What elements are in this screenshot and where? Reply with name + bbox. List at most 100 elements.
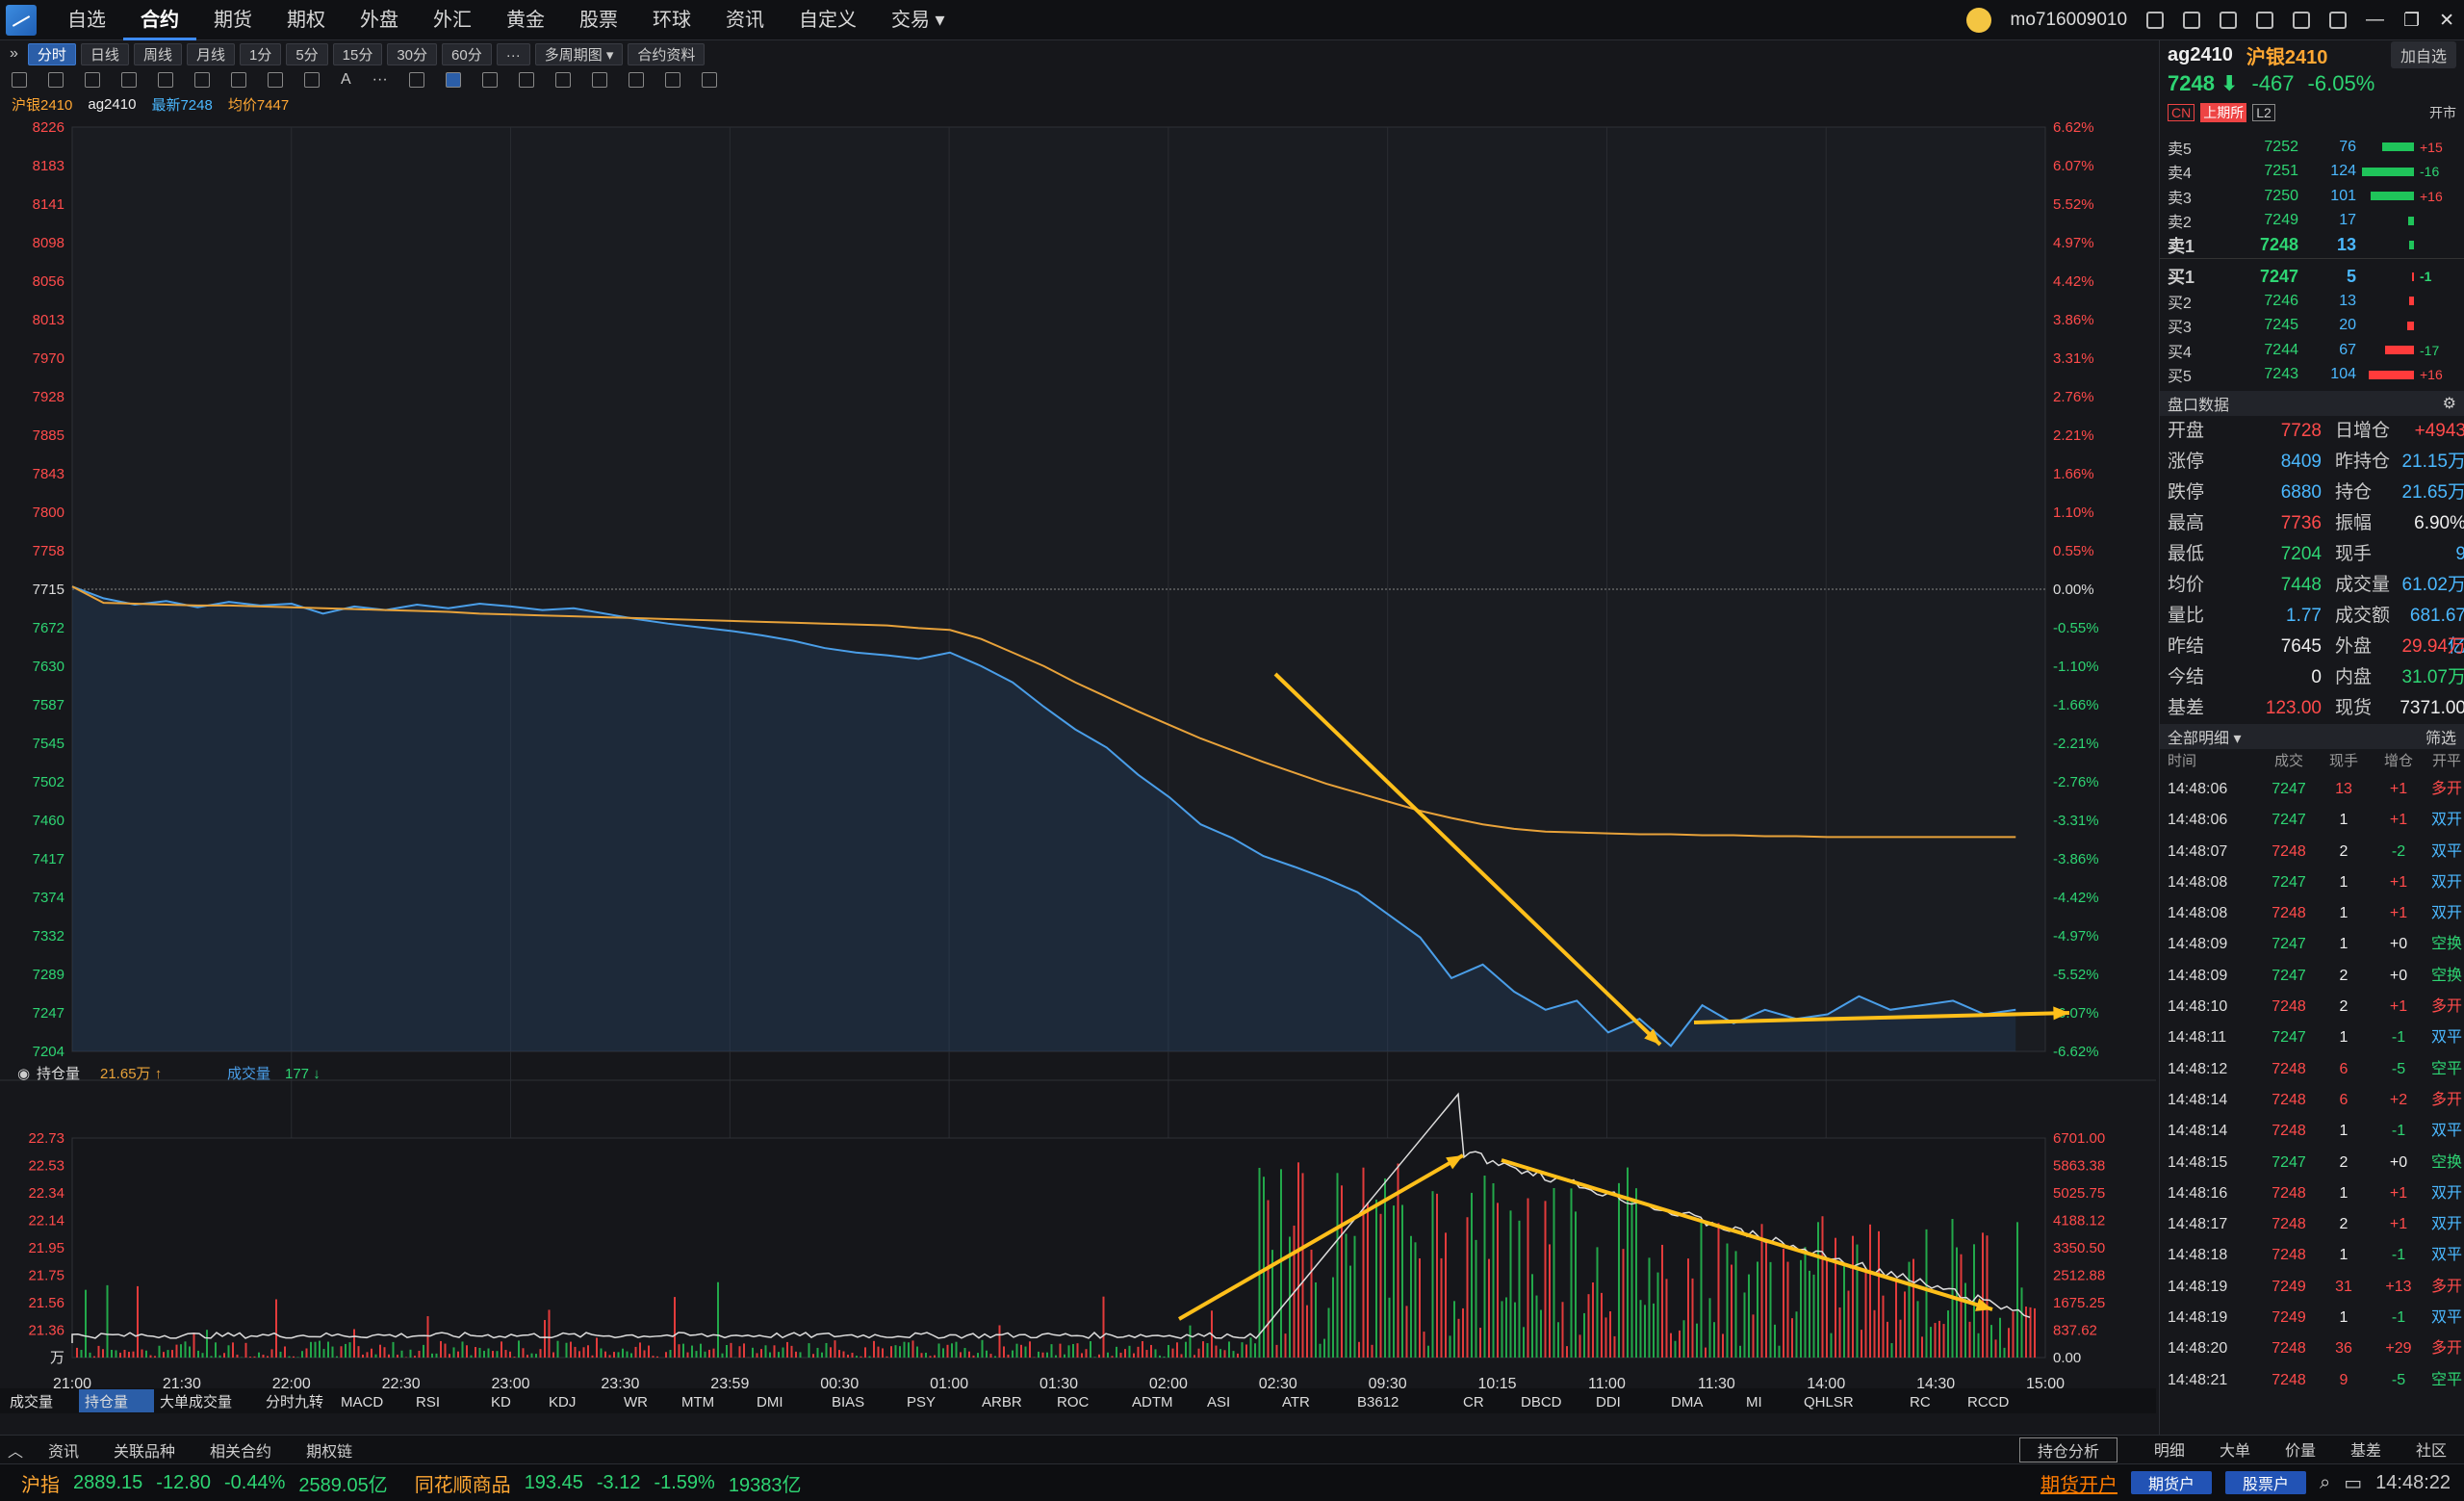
indicator-tab-10[interactable]: DMI bbox=[757, 1394, 783, 1410]
bid-row[interactable]: 买5 7243 104 +16 bbox=[2160, 363, 2464, 388]
nav-item-6[interactable]: 黄金 bbox=[506, 9, 545, 31]
indicator-tab-6[interactable]: KD bbox=[491, 1394, 511, 1410]
eye-icon[interactable] bbox=[518, 72, 534, 88]
open-account-link[interactable]: 期货开户 bbox=[2040, 1474, 2118, 1496]
period-button-2[interactable]: 周线 bbox=[133, 42, 182, 65]
index2-name[interactable]: 同花顺商品 bbox=[414, 1474, 511, 1496]
layer-icon[interactable] bbox=[2146, 12, 2165, 29]
close-icon[interactable]: ✕ bbox=[2439, 10, 2454, 31]
indicator-tab-13[interactable]: ARBR bbox=[982, 1394, 1022, 1410]
indicator-tab-9[interactable]: MTM bbox=[681, 1394, 714, 1410]
futures-account-button[interactable]: 期货户 bbox=[2131, 1471, 2213, 1494]
ask-row[interactable]: 卖1 7248 13 bbox=[2160, 233, 2464, 258]
maximize-icon[interactable]: ❐ bbox=[2403, 10, 2421, 31]
period-button-8[interactable]: 60分 bbox=[442, 42, 492, 65]
indicator-tab-21[interactable]: DDI bbox=[1596, 1394, 1621, 1410]
nav-item-3[interactable]: 期权 bbox=[287, 9, 325, 31]
more-tools-icon[interactable]: ··· bbox=[372, 71, 388, 88]
indicator-tab-19[interactable]: CR bbox=[1463, 1394, 1484, 1410]
menu-icon[interactable] bbox=[2329, 12, 2348, 29]
bid-row[interactable]: 买1 7247 5 -1 bbox=[2160, 265, 2464, 290]
bid-row[interactable]: 买3 7245 20 bbox=[2160, 314, 2464, 339]
indicator-tab-5[interactable]: RSI bbox=[416, 1394, 440, 1410]
indicator-tab-20[interactable]: DBCD bbox=[1521, 1394, 1562, 1410]
stock-account-button[interactable]: 股票户 bbox=[2225, 1471, 2307, 1494]
settings-icon[interactable]: ⚙ bbox=[2442, 396, 2456, 412]
indicator-tab-12[interactable]: PSY bbox=[907, 1394, 936, 1410]
indicator-tab-0[interactable]: 成交量 bbox=[10, 1393, 53, 1410]
link-icon[interactable] bbox=[2183, 12, 2201, 29]
indicator-tab-14[interactable]: ROC bbox=[1057, 1394, 1090, 1410]
nav-item-11[interactable]: 交易 ▾ bbox=[891, 9, 945, 31]
period-button-9[interactable]: ··· bbox=[496, 42, 530, 65]
indicator-tab-11[interactable]: BIAS bbox=[832, 1394, 864, 1410]
fan-tool-icon[interactable] bbox=[231, 72, 246, 88]
mail-icon[interactable] bbox=[2256, 12, 2274, 29]
add-favorite-button[interactable]: 加自选 bbox=[2390, 41, 2456, 68]
oi-pane-icon[interactable]: ◉ bbox=[17, 1066, 30, 1082]
delete-icon[interactable] bbox=[554, 72, 571, 88]
segment-tool-icon[interactable] bbox=[85, 72, 100, 88]
ask-row[interactable]: 卖4 7251 124 -16 bbox=[2160, 160, 2464, 185]
bottom-right-tab-2[interactable]: 大单 bbox=[2219, 1442, 2250, 1460]
collapse-icon[interactable]: » bbox=[10, 45, 18, 62]
measure-tool-icon[interactable] bbox=[268, 72, 283, 88]
comment-icon[interactable] bbox=[664, 72, 680, 88]
indicator-tab-26[interactable]: RCCD bbox=[1967, 1394, 2009, 1410]
nav-item-9[interactable]: 资讯 bbox=[726, 9, 764, 31]
avatar[interactable] bbox=[1965, 8, 1991, 33]
rect-tool-icon[interactable] bbox=[121, 72, 137, 88]
indicator-tab-24[interactable]: QHLSR bbox=[1804, 1394, 1854, 1410]
camera-icon[interactable] bbox=[2220, 12, 2238, 29]
ticks-filter-dropdown[interactable]: 全部明细 ▾ bbox=[2168, 731, 2242, 747]
bottom-tab-2[interactable]: 相关合约 bbox=[210, 1443, 272, 1461]
period-button-11[interactable]: 合约资料 bbox=[628, 42, 706, 65]
indicator-tab-3[interactable]: 分时九转 bbox=[266, 1394, 323, 1410]
indicator-tab-25[interactable]: RC bbox=[1910, 1394, 1931, 1410]
bottom-right-tab-3[interactable]: 价量 bbox=[2284, 1442, 2316, 1460]
indicator-tab-8[interactable]: WR bbox=[624, 1394, 648, 1410]
indicator-tab-15[interactable]: ADTM bbox=[1132, 1394, 1173, 1410]
indicator-tab-17[interactable]: ATR bbox=[1282, 1394, 1310, 1410]
indicator-tab-22[interactable]: DMA bbox=[1671, 1394, 1703, 1410]
search-icon[interactable]: ⌕ bbox=[2320, 1471, 2331, 1493]
nav-item-0[interactable]: 自选 bbox=[67, 9, 106, 31]
bottom-right-tab-0[interactable]: 持仓分析 bbox=[2018, 1436, 2118, 1462]
bottom-right-tab-5[interactable]: 社区 bbox=[2415, 1442, 2447, 1460]
ask-row[interactable]: 卖3 7250 101 +16 bbox=[2160, 184, 2464, 209]
bottom-tab-1[interactable]: 关联品种 bbox=[114, 1443, 176, 1461]
period-button-10[interactable]: 多周期图 ▾ bbox=[534, 42, 624, 65]
eraser-icon[interactable] bbox=[701, 72, 717, 88]
bottom-right-tab-4[interactable]: 基差 bbox=[2349, 1442, 2381, 1460]
ask-row[interactable]: 卖2 7249 17 bbox=[2160, 209, 2464, 234]
channel-tool-icon[interactable] bbox=[158, 72, 173, 88]
nav-item-1[interactable]: 合约 bbox=[123, 0, 196, 40]
text-tool-icon[interactable]: A bbox=[341, 71, 351, 88]
period-button-6[interactable]: 15分 bbox=[332, 42, 383, 65]
expand-icon[interactable]: ︿ bbox=[8, 1443, 24, 1461]
pitch-tool-icon[interactable] bbox=[304, 72, 320, 88]
magnet-icon[interactable] bbox=[408, 72, 424, 88]
period-button-4[interactable]: 1分 bbox=[239, 42, 282, 65]
bottom-right-tab-1[interactable]: 明细 bbox=[2153, 1442, 2185, 1460]
share-icon[interactable] bbox=[628, 72, 644, 88]
bid-row[interactable]: 买2 7246 13 bbox=[2160, 289, 2464, 314]
ticks-filter-button[interactable]: 筛选 bbox=[2425, 731, 2456, 747]
indicator-tab-7[interactable]: KDJ bbox=[549, 1394, 576, 1410]
copy-icon[interactable] bbox=[445, 72, 461, 88]
period-button-5[interactable]: 5分 bbox=[286, 42, 328, 65]
ray-tool-icon[interactable] bbox=[48, 72, 64, 88]
indicator-tab-2[interactable]: 大单成交量 bbox=[160, 1393, 232, 1410]
pen-icon[interactable] bbox=[481, 72, 498, 88]
period-button-1[interactable]: 日线 bbox=[80, 42, 129, 65]
nav-item-2[interactable]: 期货 bbox=[214, 9, 252, 31]
nav-item-7[interactable]: 股票 bbox=[579, 9, 618, 31]
username[interactable]: mo716009010 bbox=[2010, 10, 2128, 30]
indicator-tab-4[interactable]: MACD bbox=[341, 1394, 383, 1410]
period-button-3[interactable]: 月线 bbox=[186, 42, 235, 65]
nav-item-10[interactable]: 自定义 bbox=[799, 9, 857, 31]
nav-item-8[interactable]: 环球 bbox=[653, 9, 691, 31]
indicator-tab-23[interactable]: MI bbox=[1746, 1394, 1762, 1410]
indicator-tab-18[interactable]: B3612 bbox=[1357, 1394, 1399, 1410]
bell-icon[interactable] bbox=[2293, 12, 2311, 29]
